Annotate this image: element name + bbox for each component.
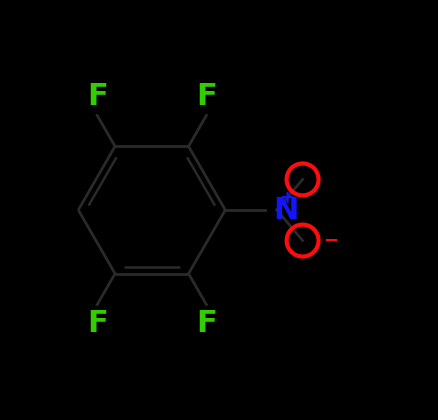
Text: F: F: [87, 82, 108, 111]
Text: N: N: [273, 195, 298, 225]
Text: F: F: [87, 309, 108, 338]
Text: −: −: [324, 231, 339, 249]
Text: F: F: [196, 82, 217, 111]
Text: +: +: [279, 189, 294, 207]
Text: F: F: [196, 309, 217, 338]
